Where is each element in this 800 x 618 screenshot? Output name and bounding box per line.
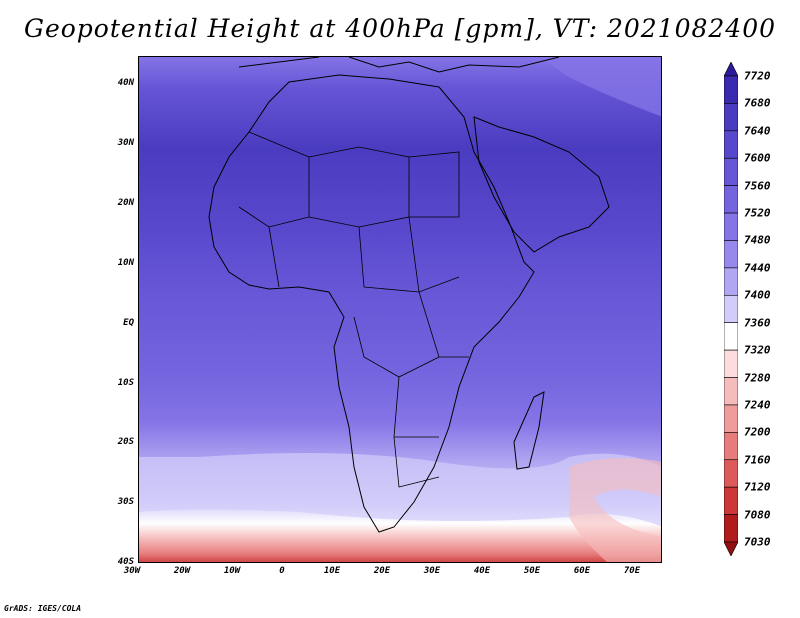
latitude-label: 40S	[117, 557, 134, 568]
madagascar-coastline	[513, 391, 545, 470]
longitude-label: 70E	[623, 566, 641, 576]
longitude-label: 0	[279, 566, 285, 576]
africa-coastline	[208, 74, 535, 533]
colorbar-level-label: 7080	[744, 508, 771, 522]
colorbar-swatch	[724, 377, 738, 406]
latitude-label: 30N	[117, 137, 134, 148]
colorbar-level-label: 7120	[744, 480, 771, 494]
latitude-label: 20N	[117, 197, 134, 208]
longitude-label: 30E	[423, 566, 441, 576]
colorbar-swatch	[724, 267, 738, 296]
colorbar	[724, 62, 738, 556]
europe-coastline	[238, 57, 560, 73]
colorbar-swatch	[724, 212, 738, 241]
height-field-southeast-ridge	[569, 458, 661, 562]
credit-text: GrADS: IGES/COLA	[4, 604, 82, 613]
longitude-label: 60E	[573, 566, 591, 576]
colorbar-level-label: 7280	[744, 371, 771, 385]
colorbar-level-label: 7560	[744, 179, 771, 193]
latitude-label: 10S	[117, 377, 134, 388]
colorbar-swatch	[724, 157, 738, 186]
colorbar-swatch	[724, 486, 738, 515]
colorbar-swatch	[724, 240, 738, 269]
latitude-label: 30S	[117, 497, 134, 508]
colorbar-level-label: 7030	[744, 535, 771, 549]
longitude-label: 20E	[373, 566, 391, 576]
longitude-label: 30W	[123, 566, 141, 576]
longitude-label: 20W	[173, 566, 191, 576]
colorbar-level-label: 7600	[744, 151, 771, 165]
colorbar-level-label: 7480	[744, 233, 771, 247]
colorbar-level-label: 7400	[744, 288, 771, 302]
colorbar-level-label: 7440	[744, 261, 771, 275]
arabia-coastline	[473, 116, 610, 253]
colorbar-swatch	[724, 459, 738, 488]
colorbar-swatch	[724, 294, 738, 324]
colorbar-level-label: 7240	[744, 398, 771, 412]
latitude-label: 40N	[117, 78, 134, 88]
colorbar-level-label: 7640	[744, 124, 771, 138]
longitude-label: 10E	[323, 566, 341, 576]
geopotential-height-map	[138, 56, 662, 563]
colorbar-swatch	[724, 432, 738, 461]
height-field-northeast	[539, 57, 661, 117]
longitude-label: 10W	[223, 566, 241, 576]
map-title: Geopotential Height at 400hPa [gpm], VT:…	[23, 14, 777, 43]
colorbar-level-label: 7680	[744, 96, 771, 110]
colorbar-level-label: 7520	[744, 206, 771, 220]
colorbar-swatch	[724, 322, 738, 351]
colorbar-level-label: 7720	[744, 69, 771, 83]
latitude-label: EQ	[123, 317, 134, 328]
longitude-label: 50E	[523, 566, 541, 576]
colorbar-swatch	[724, 349, 738, 378]
colorbar-swatch	[724, 62, 738, 77]
colorbar-level-label: 7320	[744, 343, 771, 357]
latitude-label: 20S	[117, 437, 134, 448]
longitude-label: 40E	[473, 566, 491, 576]
colorbar-swatch	[724, 541, 738, 556]
colorbar-level-label: 7160	[744, 453, 771, 467]
colorbar-swatch	[724, 404, 738, 433]
colorbar-swatch	[724, 103, 738, 132]
latitude-label: 10N	[117, 257, 134, 268]
colorbar-swatch	[724, 514, 738, 543]
colorbar-level-label: 7200	[744, 425, 771, 439]
colorbar-level-label: 7360	[744, 316, 771, 330]
colorbar-swatch	[724, 130, 738, 159]
colorbar-swatch	[724, 75, 738, 104]
country-borders	[238, 131, 469, 488]
height-field-south-lobe	[139, 453, 661, 527]
colorbar-swatch	[724, 185, 738, 214]
